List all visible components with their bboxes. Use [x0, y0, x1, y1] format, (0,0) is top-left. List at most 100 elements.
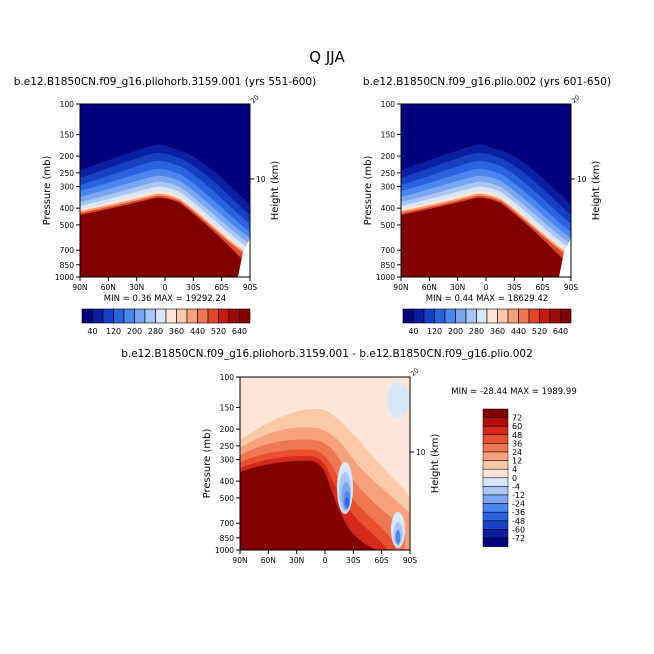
- lat-tick-label: 90S: [243, 283, 258, 292]
- pressure-tick-label: 700: [381, 246, 396, 255]
- colorbar-swatch: [549, 308, 561, 324]
- figure-title: Q JJA: [309, 48, 345, 66]
- pressure-tick-label: 1000: [55, 273, 74, 282]
- lat-tick-label: 30N: [129, 283, 144, 292]
- panel-a-title: b.e12.B1850CN.f09_g16.pliohorb.3159.001 …: [14, 76, 316, 88]
- lat-tick-label: 90N: [72, 283, 87, 292]
- colorbar-swatch: [92, 308, 104, 324]
- colorbar-label: 520: [532, 327, 547, 336]
- pressure-tick-label: 700: [220, 519, 235, 528]
- diff-colorbar-label: 12: [512, 457, 522, 466]
- height-top-mark: 20: [249, 93, 261, 105]
- colorbar-swatch: [444, 308, 456, 324]
- colorbar-swatch: [402, 308, 414, 324]
- colorbar-swatch: [207, 308, 219, 324]
- lat-tick-label: 30S: [346, 556, 361, 565]
- pressure-tick-label: 100: [381, 100, 396, 109]
- colorbar-swatch: [218, 308, 230, 324]
- panel-b-field: [401, 104, 571, 277]
- panel-c-title: b.e12.B1850CN.f09_g16.pliohorb.3159.001 …: [121, 348, 533, 360]
- colorbar-label: 120: [106, 327, 121, 336]
- colorbar-label: 200: [127, 327, 142, 336]
- colorbar-swatch: [455, 308, 467, 324]
- colorbar-swatch: [413, 308, 425, 324]
- ylabel-pressure: Pressure (mb): [42, 156, 53, 226]
- pressure-tick-label: 400: [60, 204, 75, 213]
- lat-tick-label: 0: [323, 556, 328, 565]
- pressure-tick-label: 150: [381, 130, 396, 139]
- diff-colorbar-swatch: [482, 529, 509, 539]
- colorbar-swatch: [81, 308, 93, 324]
- pressure-tick-label: 300: [220, 456, 235, 465]
- diff-colorbar-label: 72: [512, 414, 522, 423]
- colorbar-swatch: [465, 308, 477, 324]
- lat-tick-label: 30S: [507, 283, 522, 292]
- pressure-tick-label: 300: [381, 183, 396, 192]
- diff-colorbar-swatch: [482, 511, 509, 522]
- pressure-tick-label: 500: [220, 494, 235, 503]
- diff-colorbar-swatch: [482, 443, 509, 453]
- colorbar-label: 440: [511, 327, 526, 336]
- pressure-tick-label: 250: [60, 169, 75, 178]
- lat-tick-label: 30N: [450, 283, 465, 292]
- colorbar-swatch: [518, 308, 530, 324]
- colorbar-label: 640: [232, 327, 247, 336]
- diff-colorbar-swatch: [482, 434, 509, 444]
- pressure-tick-label: 500: [60, 221, 75, 230]
- ylabel-height: Height (km): [430, 434, 441, 494]
- diff-colorbar-label: 36: [512, 439, 522, 448]
- diff-colorbar-label: 60: [512, 422, 522, 431]
- diff-colorbar-label: -12: [512, 491, 525, 500]
- colorbar-swatch: [228, 308, 240, 324]
- colorbar-swatch: [165, 308, 177, 324]
- lat-tick-label: 90S: [564, 283, 579, 292]
- height-top-mark: 20: [570, 93, 582, 105]
- diff-colorbar-label: 4: [512, 465, 517, 474]
- colorbar-label: 280: [469, 327, 484, 336]
- colorbar-swatch: [476, 308, 488, 324]
- colorbar-swatch: [423, 308, 435, 324]
- pressure-tick-label: 150: [220, 403, 235, 412]
- lat-tick-label: 60S: [536, 283, 551, 292]
- height-tick-label: 10: [256, 175, 266, 184]
- diff-colorbar-swatch: [482, 425, 509, 436]
- lat-tick-label: 30N: [289, 556, 304, 565]
- pressure-tick-label: 150: [60, 130, 75, 139]
- pressure-tick-label: 200: [60, 152, 75, 161]
- pressure-tick-label: 200: [381, 152, 396, 161]
- diff-colorbar-label: -72: [512, 534, 525, 543]
- lat-tick-label: 90N: [393, 283, 408, 292]
- colorbar-swatch: [134, 308, 146, 324]
- panel-a-field: [80, 104, 250, 277]
- diff-colorbar-swatch: [482, 408, 509, 418]
- lat-tick-label: 0: [484, 283, 489, 292]
- lat-tick-label: 60S: [215, 283, 230, 292]
- lat-tick-label: 60N: [422, 283, 437, 292]
- diff-colorbar-label: -4: [512, 482, 520, 491]
- diff-colorbar-swatch: [482, 486, 509, 496]
- lat-tick-label: 60N: [101, 283, 116, 292]
- pressure-tick-label: 850: [220, 534, 235, 543]
- diff-colorbar-swatch: [482, 468, 509, 479]
- diff-colorbar-label: -48: [512, 517, 525, 526]
- colorbar-swatch: [176, 308, 188, 324]
- colorbar-swatch: [507, 308, 519, 324]
- diff-colorbar-label: 24: [512, 448, 522, 457]
- pressure-tick-label: 300: [60, 183, 75, 192]
- colorbar-swatch: [497, 308, 509, 324]
- colorbar-swatch: [144, 308, 156, 324]
- diff-colorbar-label: 0: [512, 474, 517, 483]
- pressure-tick-label: 200: [220, 425, 235, 434]
- colorbar-swatch: [197, 308, 209, 324]
- panel-b-title: b.e12.B1850CN.f09_g16.plio.002 (yrs 601-…: [363, 76, 611, 88]
- pressure-tick-label: 100: [60, 100, 75, 109]
- pressure-tick-label: 400: [220, 477, 235, 486]
- lat-tick-label: 60N: [261, 556, 276, 565]
- height-tick-label: 10: [416, 448, 426, 457]
- height-tick-label: 10: [577, 175, 587, 184]
- pressure-tick-label: 1000: [376, 273, 395, 282]
- colorbar-label: 640: [553, 327, 568, 336]
- colorbar-label: 200: [448, 327, 463, 336]
- colorbar-swatch: [186, 308, 198, 324]
- diff-colorbar-label: 48: [512, 431, 522, 440]
